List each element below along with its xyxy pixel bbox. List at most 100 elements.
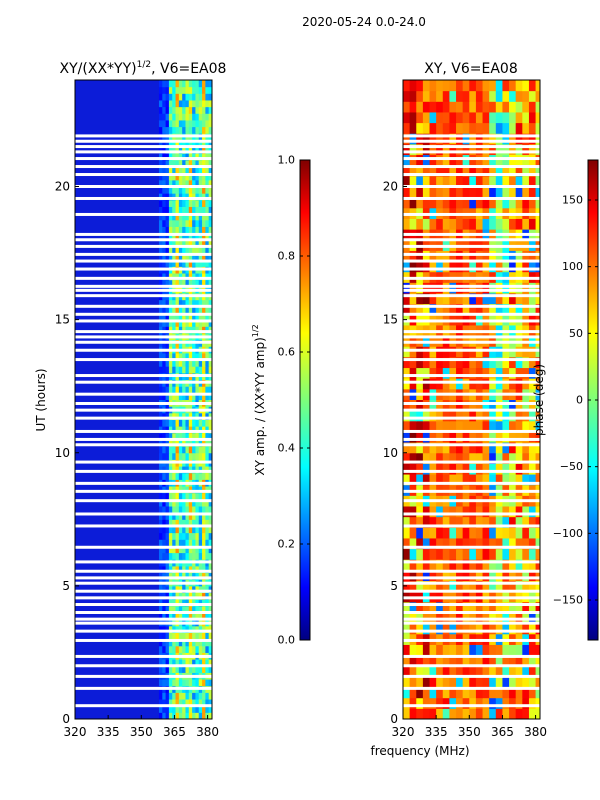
amp-cell — [178, 106, 183, 114]
phase-cell — [409, 687, 417, 699]
amp-cell — [198, 692, 203, 700]
amp-cell — [192, 426, 196, 434]
amp-cell — [168, 233, 173, 241]
phase-cell — [409, 90, 417, 102]
amp-cell — [195, 705, 200, 713]
amp-cell — [202, 239, 206, 247]
phase-cell — [462, 420, 470, 432]
amp-cell — [165, 153, 170, 161]
phase-cell — [416, 601, 424, 613]
amp-cell — [182, 705, 186, 713]
amp-cell — [208, 233, 212, 241]
phase-cell — [495, 516, 503, 528]
amp-cell — [198, 126, 203, 134]
phase-cell — [482, 133, 490, 145]
amp-cell — [175, 306, 180, 314]
amp-cell — [165, 213, 170, 221]
phase-cell — [515, 506, 523, 518]
amp-cell — [205, 492, 210, 500]
amp-cell — [158, 86, 163, 94]
phase-cell — [442, 186, 450, 198]
amp-cell — [175, 246, 180, 254]
y-tick-label: 15 — [383, 313, 398, 327]
phase-cell — [482, 463, 490, 475]
phase-cell — [489, 101, 497, 113]
amp-cell — [205, 213, 210, 221]
amp-cell — [182, 139, 186, 148]
amp-cell — [172, 605, 177, 613]
phase-cell — [522, 261, 530, 273]
amp-cell — [158, 632, 163, 640]
amp-cell — [168, 412, 173, 420]
amp-cell — [178, 80, 183, 88]
phase-cell — [495, 250, 503, 262]
phase-cell — [528, 133, 537, 145]
phase-cell — [475, 559, 484, 571]
phase-cell — [495, 655, 503, 667]
phase-cell — [495, 474, 503, 486]
amp-cell — [168, 572, 173, 580]
phase-cell — [475, 346, 484, 358]
phase-cell — [462, 175, 470, 187]
amp-cell — [208, 499, 212, 507]
phase-cell — [403, 516, 411, 528]
phase-cell — [416, 378, 424, 390]
phase-cell — [528, 708, 537, 719]
amp-cell — [195, 565, 200, 574]
phase-cell — [489, 122, 497, 134]
flagged-row — [403, 569, 540, 573]
phase-cell — [449, 548, 457, 560]
phase-cell — [416, 175, 424, 187]
amp-cell — [182, 153, 186, 161]
amp-cell — [192, 386, 196, 394]
flagged-row — [403, 545, 540, 549]
amp-cell — [195, 206, 200, 214]
phase-cell — [462, 527, 470, 539]
amp-cell — [208, 186, 212, 194]
phase-cell — [449, 261, 457, 273]
phase-cell — [442, 655, 450, 667]
phase-cell — [522, 506, 530, 518]
phase-cell — [436, 175, 444, 187]
amp-cell — [162, 86, 167, 94]
amp-cell — [192, 612, 196, 620]
amp-cell — [172, 153, 177, 161]
phase-cell — [502, 197, 510, 209]
flagged-row — [403, 469, 540, 473]
amp-cell — [158, 326, 163, 334]
amp-cell — [162, 452, 167, 460]
flagged-row — [75, 611, 212, 614]
amp-cell — [158, 239, 163, 247]
amp-cell — [172, 639, 177, 647]
phase-cell — [469, 303, 477, 315]
phase-cell — [528, 367, 537, 379]
amp-cell — [208, 432, 212, 440]
flagged-row — [403, 481, 540, 485]
amp-cell — [198, 173, 203, 181]
amp-cell — [202, 705, 206, 713]
phase-cell — [502, 601, 510, 613]
phase-cell — [456, 356, 464, 369]
phase-cell — [422, 452, 431, 464]
flagged-row — [75, 674, 212, 678]
amp-cell — [182, 446, 186, 454]
phase-cell — [469, 655, 477, 667]
phase-cell — [509, 250, 517, 262]
phase-cell — [502, 250, 510, 262]
amp-cell — [168, 279, 173, 287]
phase-cell — [409, 175, 417, 187]
amp-cell — [175, 625, 180, 633]
phase-cell — [535, 452, 540, 464]
amp-cell — [178, 312, 183, 321]
phase-cell — [509, 218, 517, 230]
phase-cell — [482, 431, 490, 443]
amp-cell — [158, 532, 163, 540]
phase-cell — [528, 655, 537, 667]
phase-cell — [522, 143, 530, 156]
amp-cell — [198, 519, 203, 527]
phase-cell — [429, 399, 437, 411]
amp-cell — [188, 419, 193, 427]
amp-cell — [158, 226, 163, 234]
amp-cell — [198, 352, 203, 361]
phase-cell — [515, 282, 523, 294]
